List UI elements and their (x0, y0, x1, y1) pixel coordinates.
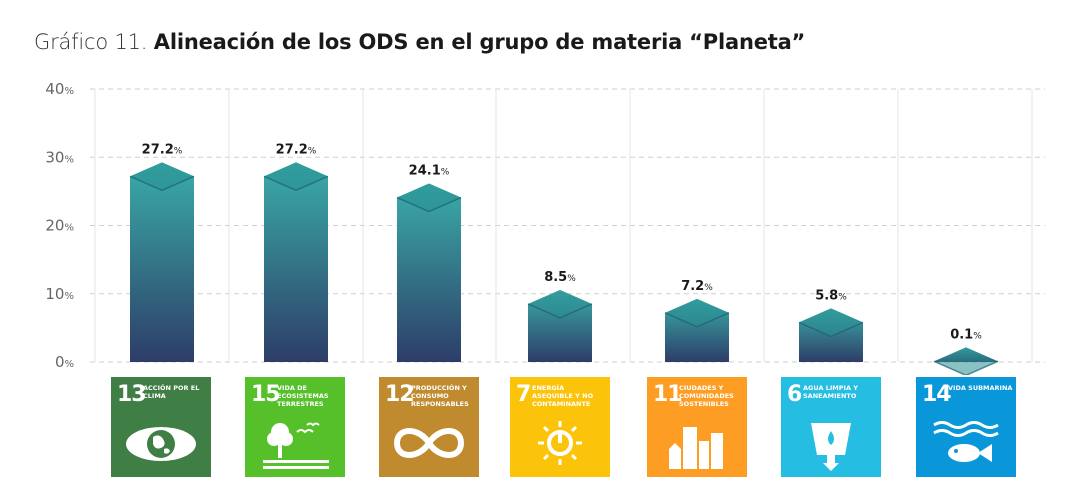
sdg-tile-15: 15 Vida de ecosistemas terrestres (245, 377, 345, 477)
sdg-tile-number: 15 (251, 382, 281, 407)
y-tick-label: 30% (45, 148, 74, 166)
sdg-tile-14: 14 Vida submarina (916, 377, 1016, 477)
bar-fold (129, 175, 195, 192)
sdg-tile-6: 6 Agua limpia y saneamiento (781, 377, 881, 477)
sdg-tile-number: 12 (385, 382, 415, 407)
sdg-tile-number: 7 (516, 382, 531, 407)
sdg-tile-label: Energía asequible y no contaminante (532, 384, 594, 408)
sun-power-icon (538, 421, 582, 465)
sdg-tile-label: Producción y consumo responsables (411, 384, 469, 408)
bar (798, 308, 864, 362)
fish-waves-icon (933, 421, 999, 462)
bar-fold (263, 175, 329, 192)
bar-value-label: 8.5% (544, 270, 576, 285)
tree-birds-icon (263, 422, 329, 469)
bar-fold (664, 312, 730, 328)
bar-body (130, 162, 194, 362)
y-tick-label: 20% (45, 217, 74, 235)
bar-fold (798, 321, 864, 338)
y-tick-label: 0% (55, 353, 74, 371)
bar-fold (933, 360, 999, 375)
bar (129, 162, 195, 362)
sdg-tile-label: Ciudades y comunidades sostenibles (679, 384, 734, 408)
y-tick-label: 10% (45, 285, 74, 303)
city-buildings-icon (669, 427, 723, 469)
bar-value-label: 24.1% (409, 164, 450, 179)
chart-title-prefix: Gráfico 11. (34, 30, 148, 54)
bar-fold (396, 196, 462, 213)
eye-globe-icon (126, 427, 196, 461)
infinity-icon (393, 428, 465, 458)
sdg-tile-label: Vida submarina (948, 384, 1013, 392)
sdg-tile-number: 11 (653, 382, 683, 407)
sdg-tile-label: Agua limpia y saneamiento (803, 384, 858, 400)
sdg-tile-7: 7 Energía asequible y no contaminante (510, 377, 610, 477)
bar (664, 298, 730, 362)
bar-body (397, 183, 461, 362)
sdg-tile-13: 13 Acción por el clima (111, 377, 211, 477)
bar-body (264, 162, 328, 362)
bar-value-label: 5.8% (815, 288, 847, 303)
bar (527, 289, 593, 362)
bar-value-label: 0.1% (950, 327, 982, 342)
sdg-tile-number: 6 (787, 382, 802, 407)
bar-chart: 0% 10% 20% 30% 40% 27.2% 27.2% 24.1% 8.5% 7.2% 5.… (45, 80, 1045, 375)
bar (396, 183, 462, 362)
sdg-tile-number: 14 (922, 382, 952, 407)
sdg-tile-11: 11 Ciudades y comunidades sostenibles (647, 377, 747, 477)
bar-value-label: 7.2% (681, 279, 713, 294)
bar-value-label: 27.2% (142, 142, 183, 157)
bar-cap (934, 347, 998, 375)
water-glass-icon (811, 423, 851, 471)
sdg-tile-12: 12 Producción y consumo responsables (379, 377, 479, 477)
chart-title-main: Alineación de los ODS en el grupo de mat… (153, 30, 806, 54)
sdg-tile-label: Acción por el clima (143, 384, 200, 400)
bar-value-label: 27.2% (276, 142, 317, 157)
chart-title: Gráfico 11. Alineación de los ODS en el … (34, 30, 805, 54)
sdg-tile-label: Vida de ecosistemas terrestres (277, 384, 329, 408)
y-tick-label: 40% (45, 80, 74, 98)
bar (933, 347, 999, 375)
bar-fold (527, 303, 593, 319)
bar (263, 162, 329, 362)
sdg-tile-number: 13 (117, 382, 147, 407)
